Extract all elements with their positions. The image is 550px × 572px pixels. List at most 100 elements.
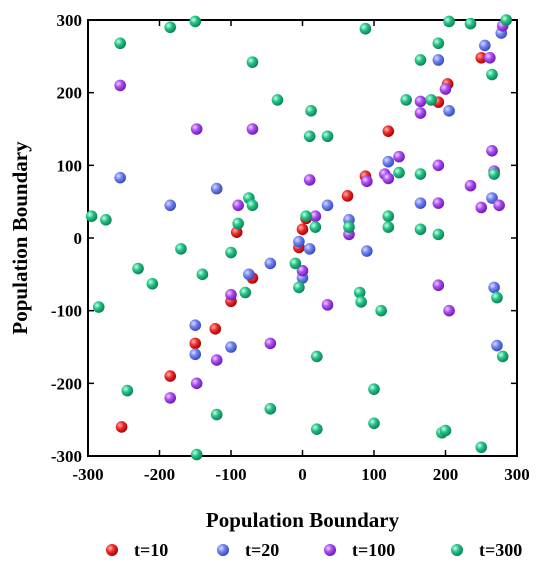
data-point: [243, 268, 255, 281]
data-point: [271, 94, 284, 106]
data-point: [382, 125, 395, 137]
data-point: [414, 223, 427, 236]
data-point: [375, 304, 387, 317]
data-point: [479, 39, 491, 52]
series-t-20: [114, 27, 508, 361]
data-point: [486, 145, 498, 157]
data-point: [246, 199, 259, 212]
data-point: [305, 105, 317, 117]
data-point: [361, 245, 373, 257]
data-point: [432, 279, 445, 292]
data-point: [432, 197, 445, 209]
x-tick-label: 300: [504, 465, 530, 484]
data-point: [189, 15, 202, 28]
data-point: [232, 199, 244, 212]
data-point: [443, 15, 455, 28]
axes: -300 -200 -100 0 100 200 300 -300 -200 -100 0 100 20…: [51, 11, 530, 484]
data-point: [239, 286, 252, 299]
data-point: [132, 262, 144, 275]
data-point: [343, 221, 355, 233]
data-point: [309, 221, 322, 233]
data-point: [368, 383, 380, 395]
data-point: [432, 54, 445, 66]
data-point: [264, 257, 277, 270]
data-point: [303, 130, 316, 143]
data-point: [414, 168, 427, 180]
data-point: [355, 296, 367, 308]
data-point: [321, 130, 334, 143]
data-point: [100, 214, 112, 226]
data-point: [303, 243, 316, 255]
data-point: [232, 217, 244, 230]
data-point: [225, 341, 237, 353]
data-point: [92, 301, 105, 313]
data-point: [210, 182, 223, 195]
data-point: [164, 21, 177, 34]
data-point: [210, 408, 223, 421]
legend-marker: [217, 544, 229, 556]
data-point: [296, 223, 309, 236]
data-point: [414, 54, 427, 66]
data-point: [175, 243, 187, 255]
data-point: [414, 197, 427, 209]
data-point: [146, 277, 159, 290]
data-point: [475, 201, 488, 214]
data-point: [114, 171, 126, 184]
y-tick-label: 300: [57, 11, 83, 30]
data-point: [475, 51, 488, 64]
legend-label: t=300: [479, 540, 522, 560]
data-point: [393, 150, 405, 163]
data-point: [164, 370, 177, 382]
data-point: [300, 210, 312, 222]
data-point: [486, 68, 498, 81]
x-tick-label: -300: [72, 465, 103, 484]
x-tick-label: -100: [215, 465, 246, 484]
data-point: [493, 199, 505, 212]
data-point: [393, 166, 405, 179]
y-tick-label: -300: [51, 447, 82, 466]
data-point: [225, 288, 237, 301]
y-tick-label: 200: [57, 84, 83, 103]
data-point: [359, 22, 372, 35]
legend-label: t=100: [352, 540, 395, 560]
data-point: [484, 51, 496, 64]
data-point: [475, 441, 488, 454]
data-point: [114, 79, 126, 92]
data-point: [496, 350, 509, 363]
data-point: [311, 423, 323, 435]
y-tick-label: 100: [57, 156, 83, 175]
data-point: [432, 228, 445, 241]
data-point: [303, 174, 316, 186]
data-point: [488, 281, 500, 294]
data-point: [425, 94, 438, 106]
data-point: [289, 257, 302, 270]
data-point: [293, 281, 305, 294]
data-point: [382, 221, 395, 233]
x-axis-label: Population Boundary: [206, 508, 400, 532]
data-point: [353, 286, 366, 299]
data-point: [296, 264, 309, 277]
series-t-100: [114, 20, 509, 404]
data-point: [368, 417, 380, 430]
data-point: [488, 168, 500, 180]
data-point: [189, 319, 202, 332]
legend-label: t=20: [245, 540, 279, 560]
data-point: [114, 37, 126, 50]
x-tick-label: 200: [433, 465, 459, 484]
data-point: [190, 377, 203, 390]
legend: t=10 t=20 t=100 t=300: [106, 540, 522, 560]
data-point: [432, 37, 445, 50]
y-tick-label: -200: [51, 374, 82, 393]
series-t-300: [85, 14, 513, 461]
data-point: [443, 304, 455, 317]
data-point: [382, 210, 395, 222]
data-point: [189, 337, 202, 350]
data-point: [341, 190, 354, 202]
data-point: [196, 268, 209, 281]
legend-marker: [324, 544, 336, 556]
data-point: [491, 291, 503, 304]
x-tick-label: 100: [361, 465, 387, 484]
data-point: [432, 159, 445, 172]
legend-marker: [451, 544, 463, 556]
